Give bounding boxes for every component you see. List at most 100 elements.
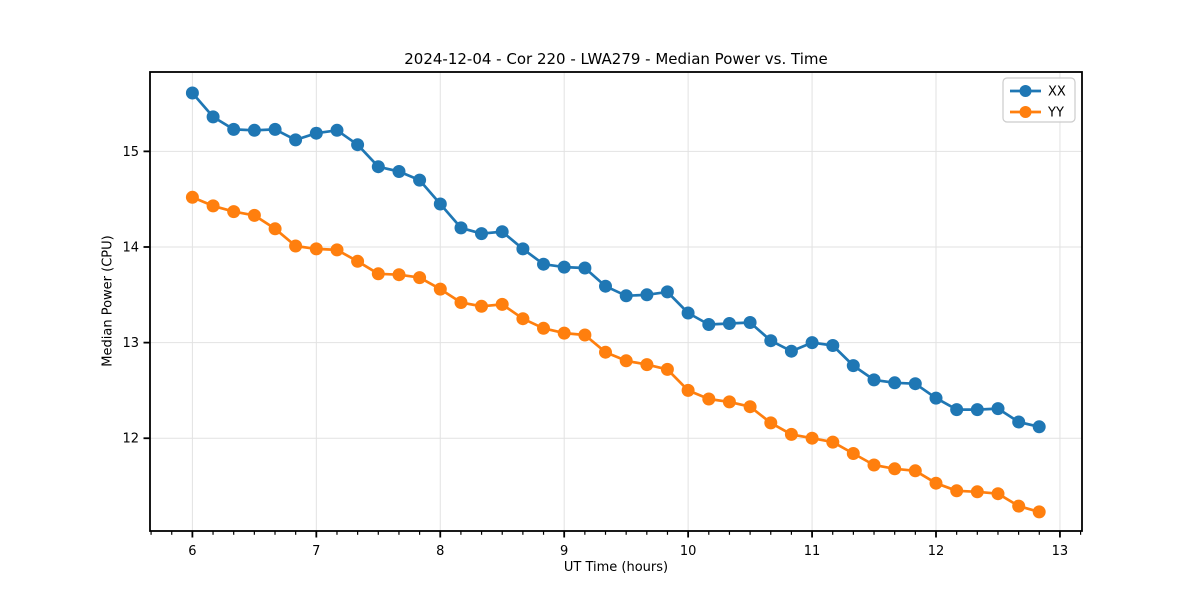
data-point-marker: [578, 261, 592, 275]
data-point-marker: [185, 190, 199, 204]
data-point-marker: [681, 306, 695, 320]
data-point-marker: [640, 358, 654, 372]
data-point-marker: [1032, 420, 1046, 434]
data-point-marker: [929, 391, 943, 405]
data-point-marker: [991, 402, 1005, 416]
data-point-marker: [330, 243, 344, 257]
data-point-marker: [888, 462, 902, 476]
data-point-marker: [330, 123, 344, 137]
x-tick-label: 8: [436, 544, 444, 559]
data-point-marker: [371, 267, 385, 281]
data-point-marker: [247, 123, 261, 137]
data-point-marker: [351, 254, 365, 268]
data-point-marker: [557, 326, 571, 340]
data-point-marker: [846, 447, 860, 460]
data-point-marker: [784, 344, 798, 358]
data-point-marker: [268, 122, 282, 136]
data-point-marker: [454, 221, 468, 235]
x-tick-label: 7: [312, 544, 320, 559]
data-point-marker: [475, 227, 488, 241]
data-point-marker: [454, 296, 468, 309]
legend-marker-sample: [1019, 106, 1032, 118]
data-point-marker: [371, 160, 385, 174]
x-tick-label: 12: [928, 544, 945, 559]
data-point-marker: [495, 297, 509, 311]
data-point-marker: [599, 279, 612, 293]
data-point-marker: [764, 416, 778, 430]
data-point-marker: [640, 288, 654, 302]
data-point-marker: [413, 173, 427, 187]
data-point-marker: [970, 403, 984, 417]
data-point-marker: [888, 376, 902, 390]
y-tick-label: 13: [122, 336, 139, 351]
data-point-marker: [743, 316, 757, 329]
data-point-marker: [826, 435, 840, 449]
data-point-marker: [805, 336, 819, 350]
data-point-marker: [1012, 499, 1026, 513]
data-point-marker: [578, 328, 592, 342]
x-tick-label: 13: [1052, 544, 1069, 559]
data-point-marker: [495, 225, 509, 239]
data-point-marker: [681, 383, 695, 397]
data-point-marker: [702, 318, 716, 331]
data-point-marker: [599, 345, 612, 359]
y-tick-label: 15: [122, 145, 139, 160]
tick-labels: 6 7 8 9 10 11 12 13 12 13 14 15: [122, 145, 1068, 559]
y-tick-label: 12: [122, 432, 139, 447]
data-point-marker: [722, 317, 736, 330]
data-point-marker: [826, 339, 840, 352]
data-point-marker: [660, 285, 674, 299]
data-point-marker: [268, 222, 282, 236]
data-point-marker: [1012, 415, 1026, 429]
data-point-marker: [392, 165, 406, 178]
data-point-marker: [392, 268, 406, 282]
axis-ticks: [143, 150, 1082, 538]
data-point-marker: [950, 403, 964, 417]
legend-label: YY: [1047, 106, 1064, 121]
legend: XX YY: [1002, 77, 1076, 123]
data-point-marker: [970, 485, 984, 499]
x-axis-label: UT Time (hours): [563, 560, 669, 575]
x-tick-label: 6: [188, 544, 196, 559]
plot-border: [149, 71, 1083, 532]
data-point-marker: [950, 484, 964, 498]
data-point-marker: [619, 289, 633, 303]
data-point-marker: [227, 205, 241, 219]
x-tick-label: 9: [560, 544, 568, 559]
data-point-marker: [413, 271, 427, 285]
data-point-marker: [289, 133, 303, 147]
legend-entry-XX: XX: [1010, 85, 1066, 100]
legend-label: XX: [1048, 85, 1066, 100]
data-point-marker: [908, 464, 922, 478]
data-point-marker: [351, 138, 365, 152]
data-point-marker: [309, 242, 323, 256]
x-tick-label: 11: [804, 544, 821, 559]
data-point-marker: [867, 458, 881, 472]
data-point-marker: [929, 476, 943, 490]
series-XX: [185, 86, 1046, 434]
data-point-marker: [537, 257, 550, 271]
x-tick-label: 10: [680, 544, 697, 559]
data-point-marker: [1032, 505, 1046, 519]
data-point-marker: [516, 312, 530, 326]
series-YY: [185, 190, 1046, 519]
chart-title: 2024-12-04 - Cor 220 - LWA279 - Median P…: [404, 50, 828, 68]
data-point-marker: [743, 400, 757, 414]
data-point-marker: [433, 197, 447, 211]
data-point-marker: [764, 334, 778, 348]
data-point-marker: [991, 487, 1005, 501]
data-point-marker: [619, 354, 633, 368]
data-point-marker: [805, 431, 819, 445]
data-point-marker: [475, 299, 488, 313]
data-point-marker: [247, 208, 261, 222]
series-line-XX: [191, 91, 1041, 429]
data-point-marker: [722, 395, 736, 409]
data-point-marker: [846, 359, 860, 373]
legend-marker-sample: [1019, 85, 1032, 97]
data-point-marker: [908, 377, 922, 391]
data-point-marker: [702, 392, 716, 406]
data-point-marker: [516, 242, 530, 256]
data-point-marker: [206, 199, 220, 213]
